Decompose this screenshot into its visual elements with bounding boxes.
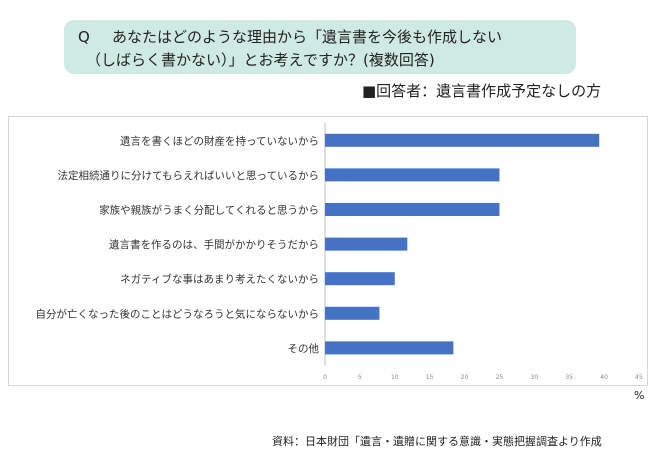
- bar: [325, 237, 408, 251]
- source-note: 資料：日本財団「遺言・遺贈に関する意識・実態把握調査より作成: [272, 435, 602, 448]
- x-tick-label: 0: [323, 374, 327, 381]
- bar-chart: 遺言を書くほどの財産を持っていないから法定相続通りに分けてもらえればいいと思って…: [36, 123, 643, 381]
- bar: [325, 306, 380, 320]
- bar: [325, 133, 600, 147]
- x-tick-label: 30: [531, 374, 539, 381]
- category-label: 自分が亡くなった後のことはどうなろうと気にならないから: [36, 307, 320, 320]
- category-label: ネガティブな事はあまり考えたくないから: [120, 273, 319, 286]
- category-label: その他: [288, 342, 320, 355]
- x-tick-label: 20: [461, 374, 469, 381]
- x-tick-label: 35: [565, 374, 573, 381]
- question-box: Q あなたはどのような理由から「遺言書を今後も作成しない （しばらく書かない）」と…: [64, 20, 576, 74]
- question-text-1: あなたはどのような理由から「遺言書を今後も作成しない: [112, 28, 503, 46]
- category-label: 家族や親族がうまく分配してくれると思うから: [99, 204, 319, 217]
- x-tick-label: 15: [426, 374, 434, 381]
- question-text-2: （しばらく書かない）」とお考えですか？(複数回答): [86, 51, 435, 69]
- x-tick-label: 45: [635, 374, 643, 381]
- respondent-label: ■回答者：遺言書作成予定なしの方: [362, 82, 602, 100]
- bar: [325, 272, 395, 286]
- question-prefix: Q: [78, 28, 90, 46]
- question-line-1: Q あなたはどのような理由から「遺言書を今後も作成しない: [78, 26, 502, 47]
- x-tick-label: 25: [496, 374, 504, 381]
- bar: [325, 203, 500, 216]
- bar: [325, 341, 454, 355]
- x-tick-label: 5: [358, 374, 362, 381]
- unit-label: %: [634, 389, 645, 402]
- category-label: 遺言書を作るのは、手間がかかりそうだから: [109, 238, 319, 251]
- bar: [325, 168, 500, 182]
- category-label: 法定相続通りに分けてもらえればいいと思っているから: [58, 169, 319, 182]
- category-label: 遺言を書くほどの財産を持っていないから: [120, 134, 319, 147]
- x-tick-label: 40: [600, 374, 608, 381]
- x-tick-label: 10: [391, 374, 399, 381]
- chart-frame: 遺言を書くほどの財産を持っていないから法定相続通りに分けてもらえればいいと思って…: [8, 116, 648, 386]
